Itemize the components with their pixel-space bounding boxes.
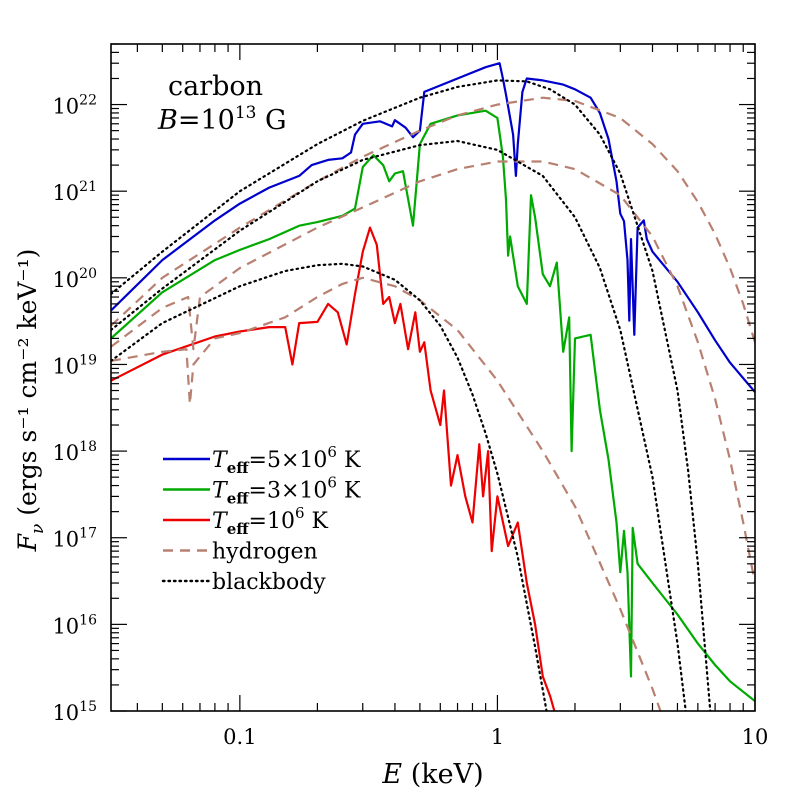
legend-superscript: 6 — [327, 443, 337, 461]
legend-unit: K — [337, 448, 361, 473]
annotation-field: B=1013 G — [157, 103, 287, 136]
y-tick-label-exp: 21 — [79, 179, 97, 195]
annotation-b-unit: G — [256, 105, 286, 136]
x-tick-label: 1 — [491, 725, 504, 749]
legend-unit: K — [305, 509, 329, 534]
y-tick-label: 1019 — [52, 352, 97, 378]
legend-label-teff1: Teff=106 K — [212, 504, 329, 538]
y-tick-label: 1021 — [52, 179, 97, 205]
y-axis-label-unit: (ergs s⁻¹ cm⁻² keV⁻¹) — [13, 249, 42, 524]
x-tick-label: 10 — [742, 725, 769, 749]
series-line-hydrogen1 — [111, 276, 662, 711]
y-tick-label-base: 10 — [52, 95, 79, 119]
y-tick-label-exp: 18 — [79, 439, 97, 455]
y-tick-label: 1018 — [52, 439, 97, 465]
y-tick-label-exp: 15 — [79, 699, 97, 715]
series-line-hydrogen5 — [111, 96, 755, 343]
legend-subscript: eff — [227, 490, 251, 508]
series-line-teff5 — [111, 62, 755, 393]
x-tick-label: 0.1 — [223, 725, 256, 749]
y-tick-label: 1022 — [52, 93, 97, 119]
legend-superscript: 6 — [327, 474, 337, 492]
y-tick-label: 1015 — [52, 699, 97, 725]
series-layer — [111, 62, 755, 711]
y-tick-label-base: 10 — [52, 268, 79, 292]
legend-unit: K — [337, 479, 361, 504]
y-axis-label-sub: ν — [28, 524, 48, 534]
legend-symbol: T — [212, 509, 229, 534]
legend-value: =10 — [249, 509, 295, 534]
y-tick-label-base: 10 — [52, 441, 79, 465]
y-tick-label-exp: 22 — [79, 93, 97, 109]
series-line-hydrogen3 — [111, 160, 755, 584]
plot-frame — [110, 43, 756, 712]
legend-symbol: T — [212, 448, 229, 473]
legend-value: =5×10 — [249, 448, 328, 473]
y-tick-label: 1016 — [52, 612, 97, 638]
y-axis-label: Fν (ergs s⁻¹ cm⁻² keV⁻¹) — [13, 249, 48, 553]
y-axis-label-symbol: F — [13, 532, 42, 552]
legend-label-hydrogen: hydrogen — [212, 540, 318, 565]
y-tick-label-base: 10 — [52, 181, 79, 205]
y-tick-label: 1017 — [52, 526, 97, 552]
legend-subscript: eff — [227, 520, 251, 538]
series-line-bb5 — [111, 79, 712, 711]
axis-ticks — [111, 43, 756, 712]
y-tick-label-base: 10 — [52, 528, 79, 552]
x-axis-label-symbol: E — [381, 759, 402, 790]
legend-superscript: 6 — [295, 504, 305, 522]
legend-label-teff5: Teff=5×106 K — [212, 443, 361, 477]
annotation-material: carbon — [168, 71, 263, 102]
series-line-teff1 — [111, 226, 556, 711]
annotation-b-eq: =10 — [178, 105, 235, 136]
y-tick-label-exp: 19 — [79, 352, 97, 368]
legend-subscript: eff — [227, 459, 251, 477]
annotation-b-symbol: B — [157, 105, 178, 136]
series-line-teff3 — [111, 109, 755, 702]
x-axis-label-unit: (keV) — [402, 759, 484, 790]
series-line-bb3 — [111, 139, 687, 711]
y-tick-label-base: 10 — [52, 701, 79, 725]
y-tick-label-base: 10 — [52, 614, 79, 638]
legend-symbol: T — [212, 479, 229, 504]
y-tick-label-base: 10 — [52, 354, 79, 378]
y-tick-label: 1020 — [52, 266, 97, 292]
y-tick-label-exp: 17 — [79, 526, 97, 542]
legend-label-teff3: Teff=3×106 K — [212, 474, 361, 508]
series-line-bb1 — [111, 262, 548, 711]
y-tick-label-exp: 16 — [79, 612, 97, 628]
x-axis-label: E (keV) — [381, 759, 483, 790]
annotation-b-exp: 13 — [235, 103, 257, 123]
y-tick-label-exp: 20 — [79, 266, 97, 282]
x-tick-labels: 0.1 1 10 — [223, 725, 768, 749]
legend-label-blackbody: blackbody — [212, 570, 326, 595]
legend-value: =3×10 — [249, 479, 328, 504]
